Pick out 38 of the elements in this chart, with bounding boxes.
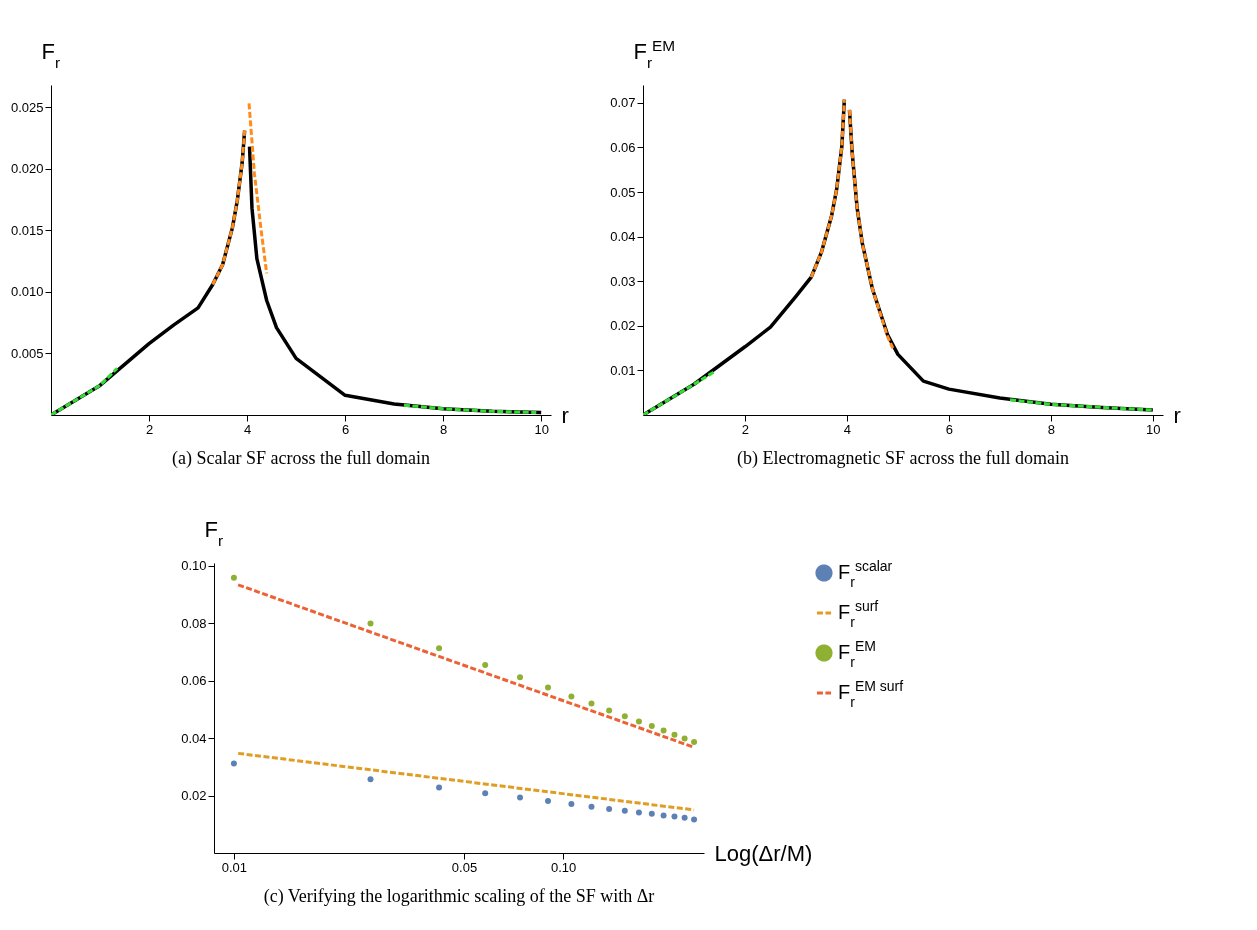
y-tick-label: 0.02 xyxy=(181,788,207,804)
x-tick-label: 2 xyxy=(741,421,750,437)
x-tick-label: 8 xyxy=(1047,421,1055,437)
x-tick-label: 0.05 xyxy=(451,859,478,875)
x-tick-label: 6 xyxy=(945,421,953,437)
y-tick-label: 0.02 xyxy=(610,318,636,334)
y-tick-label: 0.010 xyxy=(10,284,44,300)
text: (a) Scalar SF across the full domain xyxy=(172,448,430,469)
y-tick-label: 0.025 xyxy=(10,99,44,115)
text: (b) Electromagnetic SF across the full domain xyxy=(737,448,1069,469)
x-tick-label: 6 xyxy=(342,421,350,437)
y-tick-label: 0.06 xyxy=(610,139,636,155)
x-tick-label: 2 xyxy=(145,421,154,437)
x-axis-title: Log(Δr/M) xyxy=(714,840,813,866)
y-tick-label: 0.03 xyxy=(610,273,636,289)
y-tick-label: 0.05 xyxy=(610,184,636,200)
y-tick-label: 0.01 xyxy=(610,362,636,378)
x-tick-label: 10 xyxy=(1146,421,1161,437)
x-tick-label: 0.01 xyxy=(221,859,248,875)
y-tick-label: 0.015 xyxy=(10,222,44,238)
y-tick-label: 0.020 xyxy=(10,161,44,177)
x-tick-label: 8 xyxy=(440,421,448,437)
y-tick-label: 0.06 xyxy=(181,673,207,689)
y-tick-label: 0.005 xyxy=(10,345,44,361)
y-tick-label: 0.08 xyxy=(181,615,207,631)
x-axis-title: r xyxy=(1173,402,1181,428)
y-tick-label: 0.10 xyxy=(181,558,207,574)
x-tick-label: 4 xyxy=(243,421,252,437)
text: (c) Verifying the logarithmic scaling of the SF with Δr xyxy=(263,886,655,907)
y-axis-title: F$_{r}$ xyxy=(41,38,61,70)
y-tick-label: 0.04 xyxy=(181,730,207,746)
y-tick-label: 0.04 xyxy=(610,229,636,245)
x-tick-label: 10 xyxy=(534,421,549,437)
x-tick-label: 4 xyxy=(843,421,852,437)
y-tick-label: 0.07 xyxy=(610,95,636,111)
x-axis-title: r xyxy=(561,402,569,428)
x-tick-label: 0.10 xyxy=(550,859,577,875)
y-axis-title: F$_{r}$ xyxy=(204,516,224,548)
